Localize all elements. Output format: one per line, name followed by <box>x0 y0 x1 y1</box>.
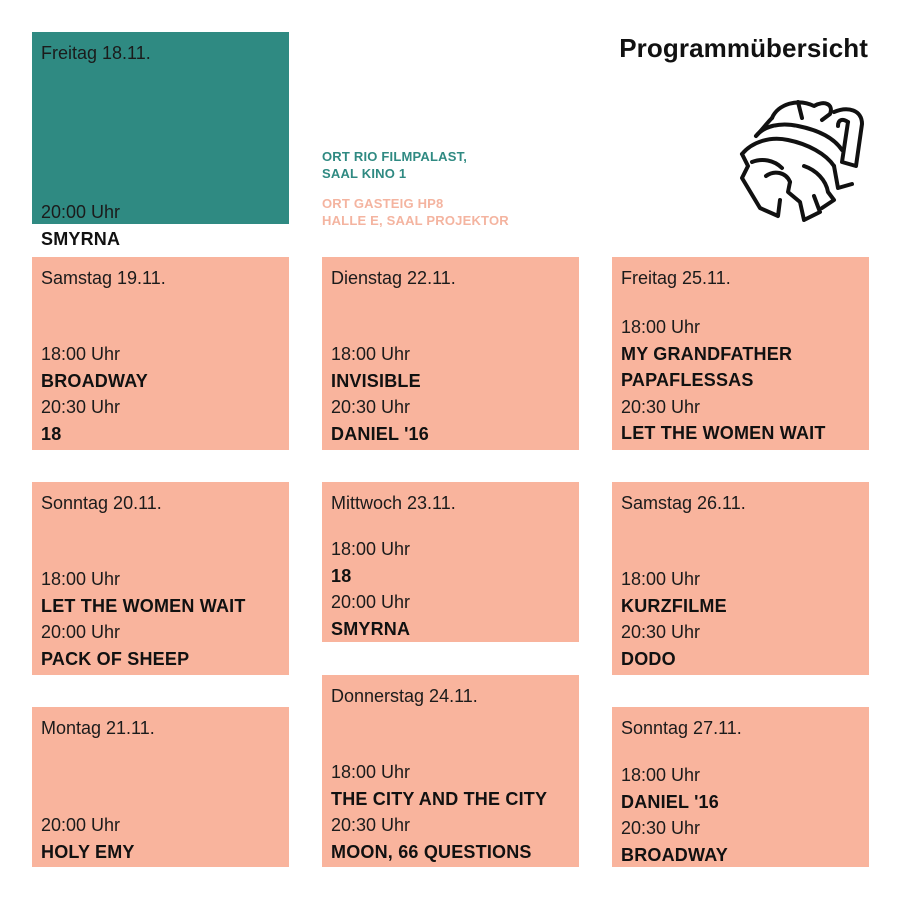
screenings: 18:00 Uhr INVISIBLE 20:30 Uhr DANIEL '16 <box>331 341 573 447</box>
film-title: DANIEL '16 <box>331 423 429 444</box>
film-title: MOON, 66 QUESTIONS <box>331 841 532 862</box>
screening-time: 18:00 Uhr <box>621 317 701 337</box>
film-title: PAPAFLESSAS <box>621 370 754 391</box>
screening-time: 18:00 Uhr <box>331 762 411 782</box>
film-title: LET THE WOMEN WAIT <box>621 423 826 444</box>
film-title: BROADWAY <box>621 844 728 865</box>
screening-time: 20:30 Uhr <box>331 815 411 836</box>
day-card: Samstag 26.11. 18:00 Uhr KURZFILME 20:30 Uh… <box>612 482 869 675</box>
screenings: 18:00 Uhr LET THE WOMEN WAIT 20:00 Uhr PACK… <box>41 566 283 672</box>
screening-time: 18:00 Uhr <box>41 569 121 589</box>
screening-time: 20:00 Uhr <box>331 592 411 613</box>
day-card: Sonntag 27.11. 18:00 Uhr DANIEL '16 20:30 U… <box>612 707 869 867</box>
film-title: 18 <box>331 565 352 586</box>
day-card: Dienstag 22.11. 18:00 Uhr INVISIBLE 20:30 U… <box>322 257 579 450</box>
screening-time: 20:30 Uhr <box>331 397 411 418</box>
legend-line: SAAL KINO 1 <box>322 166 407 181</box>
screening-time: 18:00 Uhr <box>621 569 701 589</box>
film-title: 18 <box>41 423 62 444</box>
screening-time: 20:30 Uhr <box>621 818 701 839</box>
screening-time: 20:00 Uhr <box>41 815 121 835</box>
day-label: Sonntag 20.11. <box>41 493 162 513</box>
screenings: 18:00 Uhr 18 20:00 Uhr SMYRNA <box>331 536 573 642</box>
day-label: Sonntag 27.11. <box>621 718 742 738</box>
film-title: HOLY EMY <box>41 841 135 862</box>
film-title: KURZFILME <box>621 595 727 616</box>
film-title: DODO <box>621 648 676 669</box>
film-title: THE CITY AND THE CITY <box>331 788 548 809</box>
day-card: Mittwoch 23.11. 18:00 Uhr 18 20:00 Uhr SMYRN… <box>322 482 579 642</box>
film-title: LET THE WOMEN WAIT <box>41 595 246 616</box>
day-card: Freitag 18.11. 20:00 Uhr SMYRNA <box>32 32 289 249</box>
screening-time: 20:30 Uhr <box>621 622 701 643</box>
page-title: Programmübersicht <box>619 33 868 63</box>
film-title: DANIEL '16 <box>621 791 719 812</box>
day-label: Dienstag 22.11. <box>331 268 456 288</box>
day-label: Samstag 26.11. <box>621 493 746 513</box>
film-title: SMYRNA <box>41 228 121 249</box>
film-title: INVISIBLE <box>331 370 421 391</box>
screenings: 18:00 Uhr BROADWAY 20:30 Uhr 18 <box>41 341 283 447</box>
day-card: Sonntag 20.11. 18:00 Uhr LET THE WOMEN WAI… <box>32 482 289 675</box>
film-title: SMYRNA <box>331 618 411 639</box>
screenings: 18:00 Uhr THE CITY AND THE CITY 20:30 Uhr M… <box>331 759 573 865</box>
day-label: Samstag 19.11. <box>41 268 166 288</box>
screenings: 20:00 Uhr SMYRNA <box>41 199 283 252</box>
film-reel-face-logo-icon <box>740 100 864 222</box>
film-title: PACK OF SHEEP <box>41 648 190 669</box>
screenings: 18:00 Uhr KURZFILME 20:30 Uhr DODO <box>621 566 863 672</box>
legend-line: HALLE E, SAAL PROJEKTOR <box>322 213 509 228</box>
legend-rio-filmpalast: ORT RIO FILMPALAST, SAAL KINO 1 <box>322 148 467 182</box>
screenings: 20:00 Uhr HOLY EMY <box>41 812 283 865</box>
screening-time: 20:30 Uhr <box>621 396 701 417</box>
day-card: Donnerstag 24.11. 18:00 Uhr THE CITY AND T… <box>322 675 579 867</box>
screening-time: 20:00 Uhr <box>41 202 121 222</box>
day-card: Freitag 25.11. 18:00 Uhr MY GRANDFATHER PAP… <box>612 257 869 450</box>
legend-line: ORT RIO FILMPALAST, <box>322 149 468 164</box>
day-card: Montag 21.11. 20:00 Uhr HOLY EMY <box>32 707 289 867</box>
day-label: Mittwoch 23.11. <box>331 493 456 513</box>
screening-time: 20:30 Uhr <box>41 397 121 418</box>
screening-time: 18:00 Uhr <box>621 765 701 785</box>
day-label: Freitag 18.11. <box>41 43 151 63</box>
film-title: BROADWAY <box>41 370 148 391</box>
screening-time: 20:00 Uhr <box>41 622 121 643</box>
film-title: MY GRANDFATHER <box>621 343 793 364</box>
screening-time: 18:00 Uhr <box>331 539 411 559</box>
day-label: Freitag 25.11. <box>621 268 731 288</box>
screening-time: 18:00 Uhr <box>41 344 121 364</box>
day-label: Donnerstag 24.11. <box>331 686 478 706</box>
day-label: Montag 21.11. <box>41 718 155 738</box>
screenings: 18:00 Uhr DANIEL '16 20:30 Uhr BROADWAY <box>621 762 863 868</box>
screening-time: 18:00 Uhr <box>331 344 411 364</box>
day-card: Samstag 19.11. 18:00 Uhr BROADWAY 20:30 Uhr… <box>32 257 289 450</box>
legend-line: ORT GASTEIG HP8 <box>322 196 444 211</box>
screenings: 18:00 Uhr MY GRANDFATHER PAPAFLESSAS 20:30 … <box>621 314 863 447</box>
legend-gasteig-hp8: ORT GASTEIG HP8 HALLE E, SAAL PROJEKTOR <box>322 195 509 229</box>
